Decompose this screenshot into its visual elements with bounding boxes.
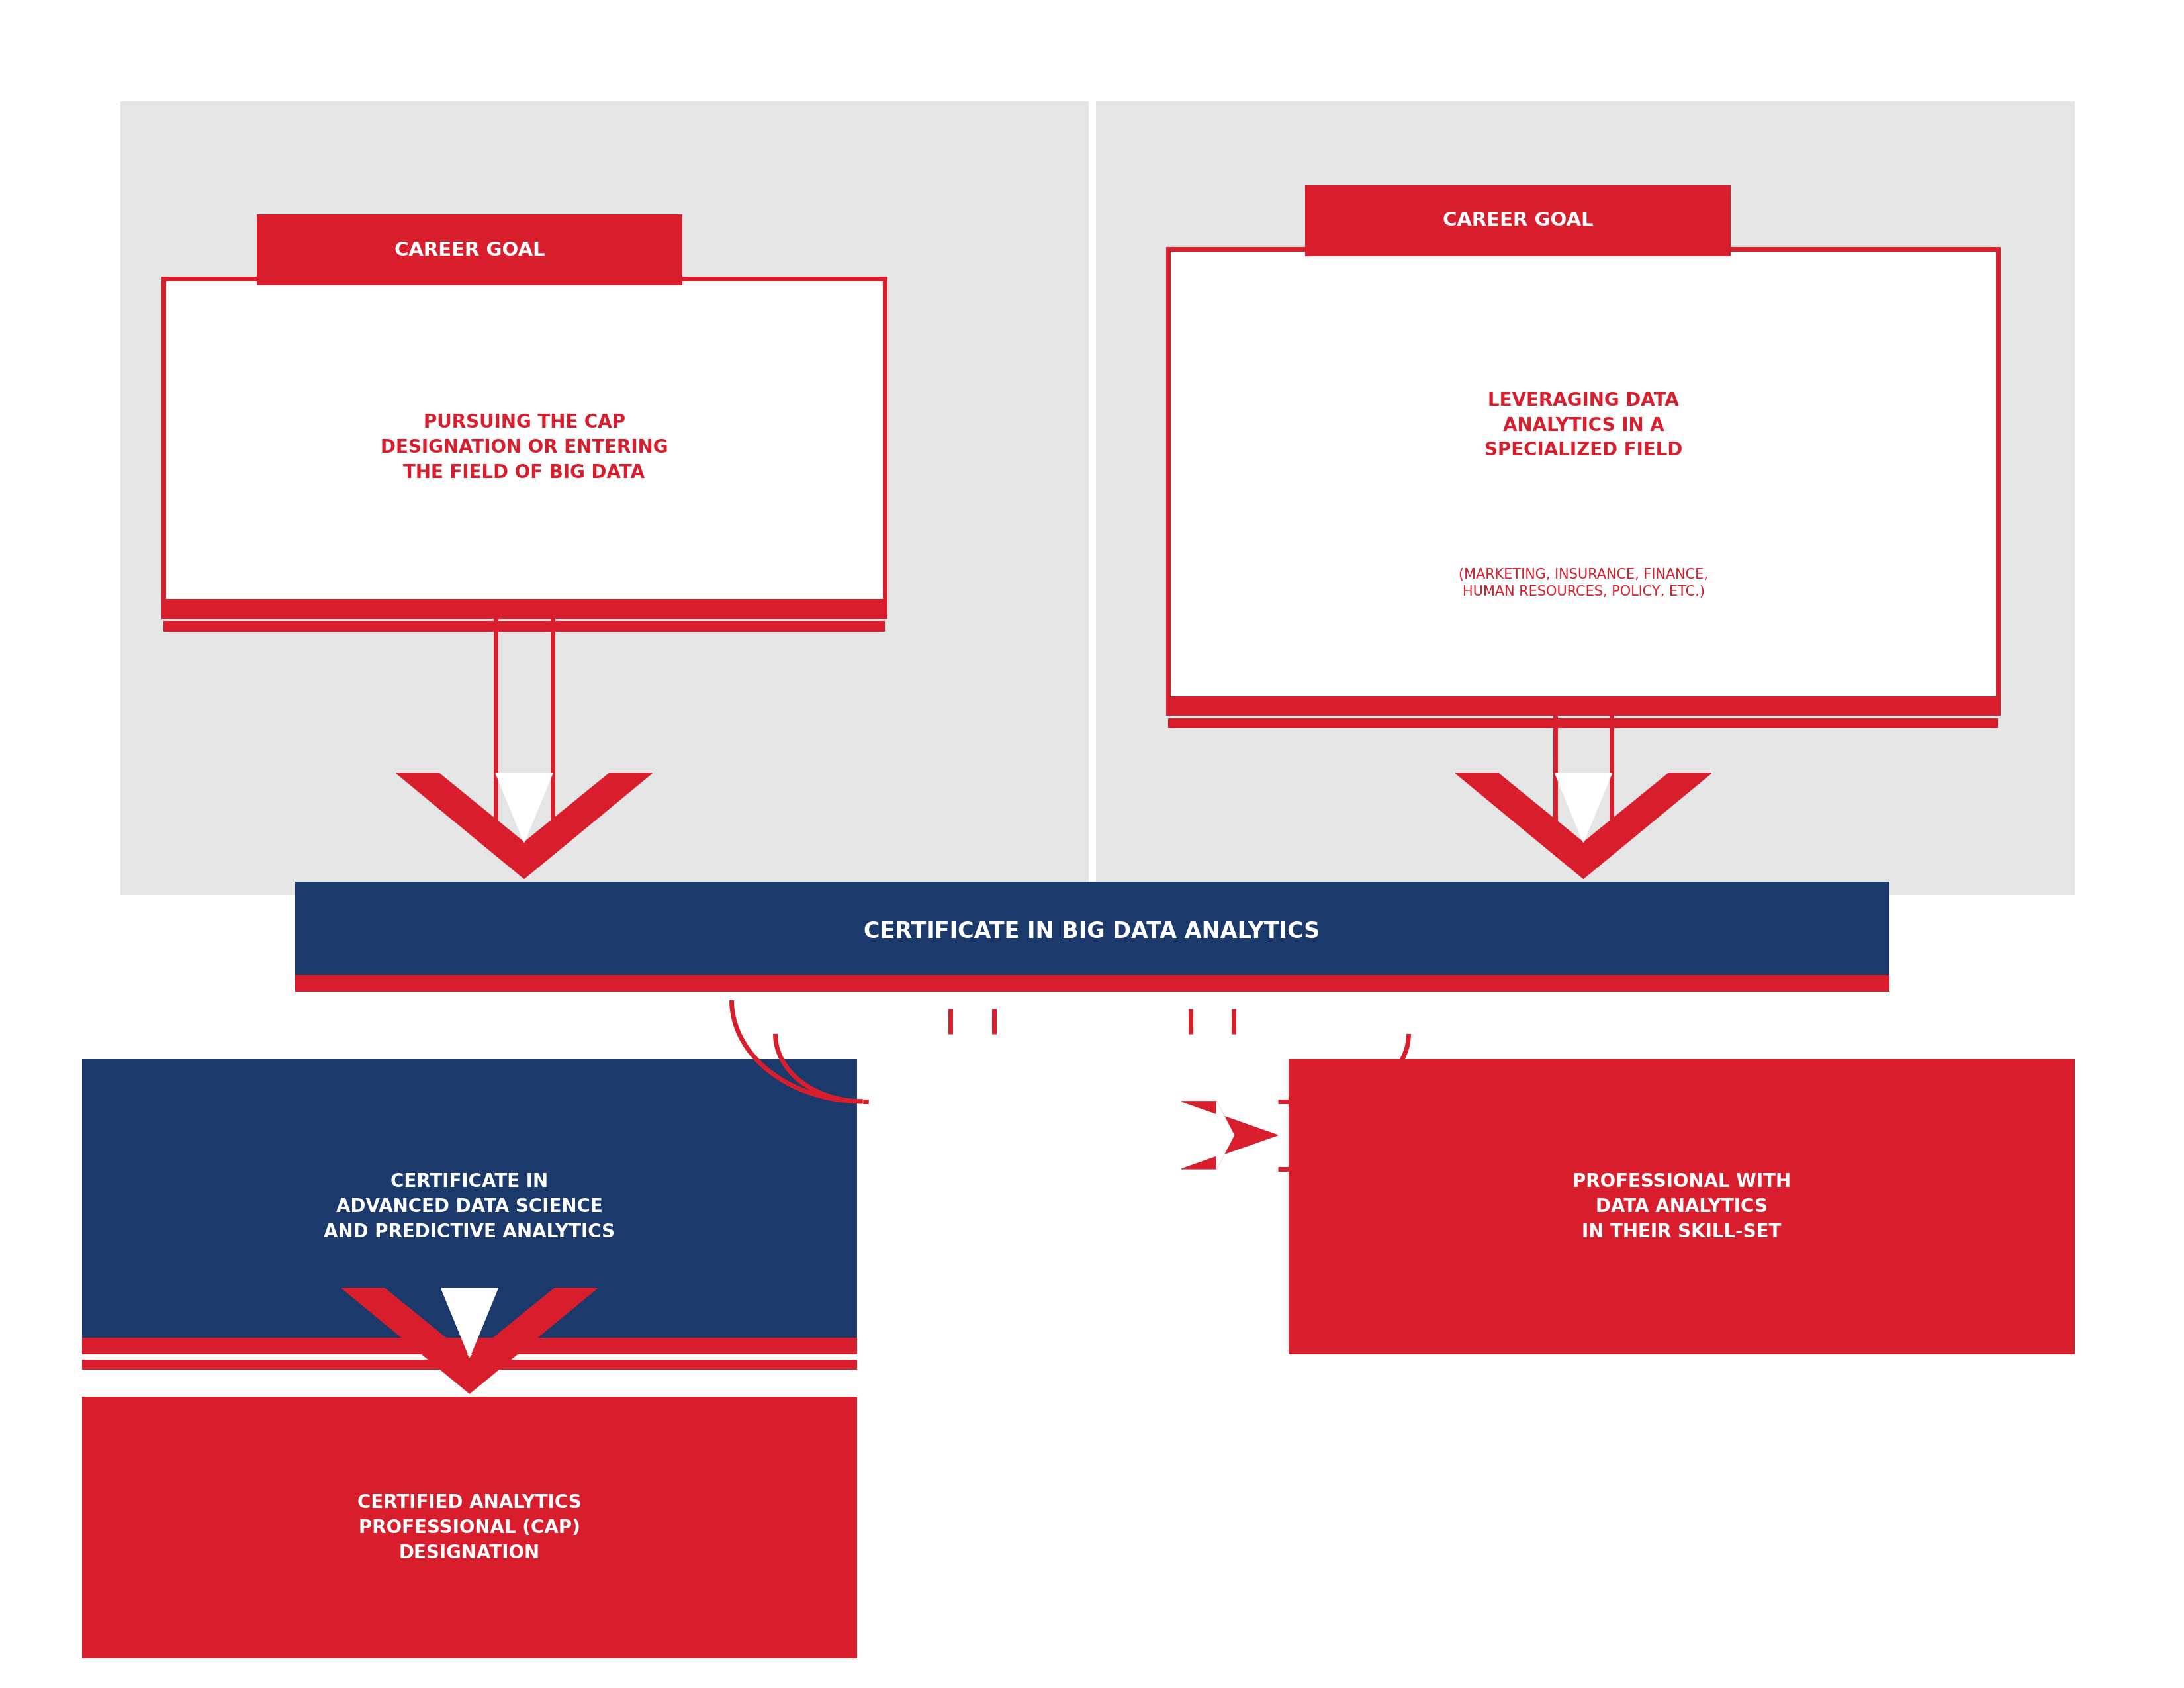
FancyBboxPatch shape bbox=[295, 881, 1889, 993]
FancyBboxPatch shape bbox=[258, 214, 681, 285]
FancyBboxPatch shape bbox=[83, 1337, 856, 1354]
Polygon shape bbox=[395, 773, 651, 878]
Polygon shape bbox=[341, 1288, 598, 1394]
Text: CERTIFICATE IN BIG DATA ANALYTICS: CERTIFICATE IN BIG DATA ANALYTICS bbox=[865, 922, 1319, 942]
Polygon shape bbox=[1455, 773, 1710, 878]
FancyBboxPatch shape bbox=[83, 1060, 856, 1354]
Text: PURSUING THE CAP
DESIGNATION OR ENTERING
THE FIELD OF BIG DATA: PURSUING THE CAP DESIGNATION OR ENTERING… bbox=[380, 414, 668, 481]
FancyBboxPatch shape bbox=[83, 1361, 856, 1371]
Polygon shape bbox=[1216, 1102, 1234, 1168]
FancyBboxPatch shape bbox=[1304, 186, 1730, 257]
Polygon shape bbox=[1182, 1102, 1278, 1168]
Text: PROFESSIONAL WITH
DATA ANALYTICS
IN THEIR SKILL-SET: PROFESSIONAL WITH DATA ANALYTICS IN THEI… bbox=[1572, 1173, 1791, 1241]
Text: LEVERAGING DATA
ANALYTICS IN A
SPECIALIZED FIELD: LEVERAGING DATA ANALYTICS IN A SPECIALIZ… bbox=[1485, 392, 1682, 459]
Polygon shape bbox=[441, 1288, 498, 1357]
FancyBboxPatch shape bbox=[295, 976, 1889, 993]
FancyBboxPatch shape bbox=[1168, 697, 1998, 714]
Polygon shape bbox=[496, 773, 553, 842]
Text: CAREER GOAL: CAREER GOAL bbox=[395, 241, 544, 260]
FancyBboxPatch shape bbox=[83, 1398, 856, 1658]
Text: (MARKETING, INSURANCE, FINANCE,
HUMAN RESOURCES, POLICY, ETC.): (MARKETING, INSURANCE, FINANCE, HUMAN RE… bbox=[1459, 569, 1708, 598]
Text: CERTIFICATE IN
ADVANCED DATA SCIENCE
AND PREDICTIVE ANALYTICS: CERTIFICATE IN ADVANCED DATA SCIENCE AND… bbox=[323, 1173, 616, 1241]
Polygon shape bbox=[1555, 773, 1612, 842]
FancyBboxPatch shape bbox=[1168, 719, 1998, 729]
Text: CAREER GOAL: CAREER GOAL bbox=[1444, 211, 1592, 230]
FancyBboxPatch shape bbox=[120, 101, 2075, 895]
FancyBboxPatch shape bbox=[1289, 1060, 2075, 1354]
FancyBboxPatch shape bbox=[164, 621, 885, 631]
FancyBboxPatch shape bbox=[164, 279, 885, 616]
FancyBboxPatch shape bbox=[1168, 250, 1998, 714]
Text: CERTIFIED ANALYTICS
PROFESSIONAL (CAP)
DESIGNATION: CERTIFIED ANALYTICS PROFESSIONAL (CAP) D… bbox=[358, 1494, 581, 1561]
FancyBboxPatch shape bbox=[164, 599, 885, 616]
